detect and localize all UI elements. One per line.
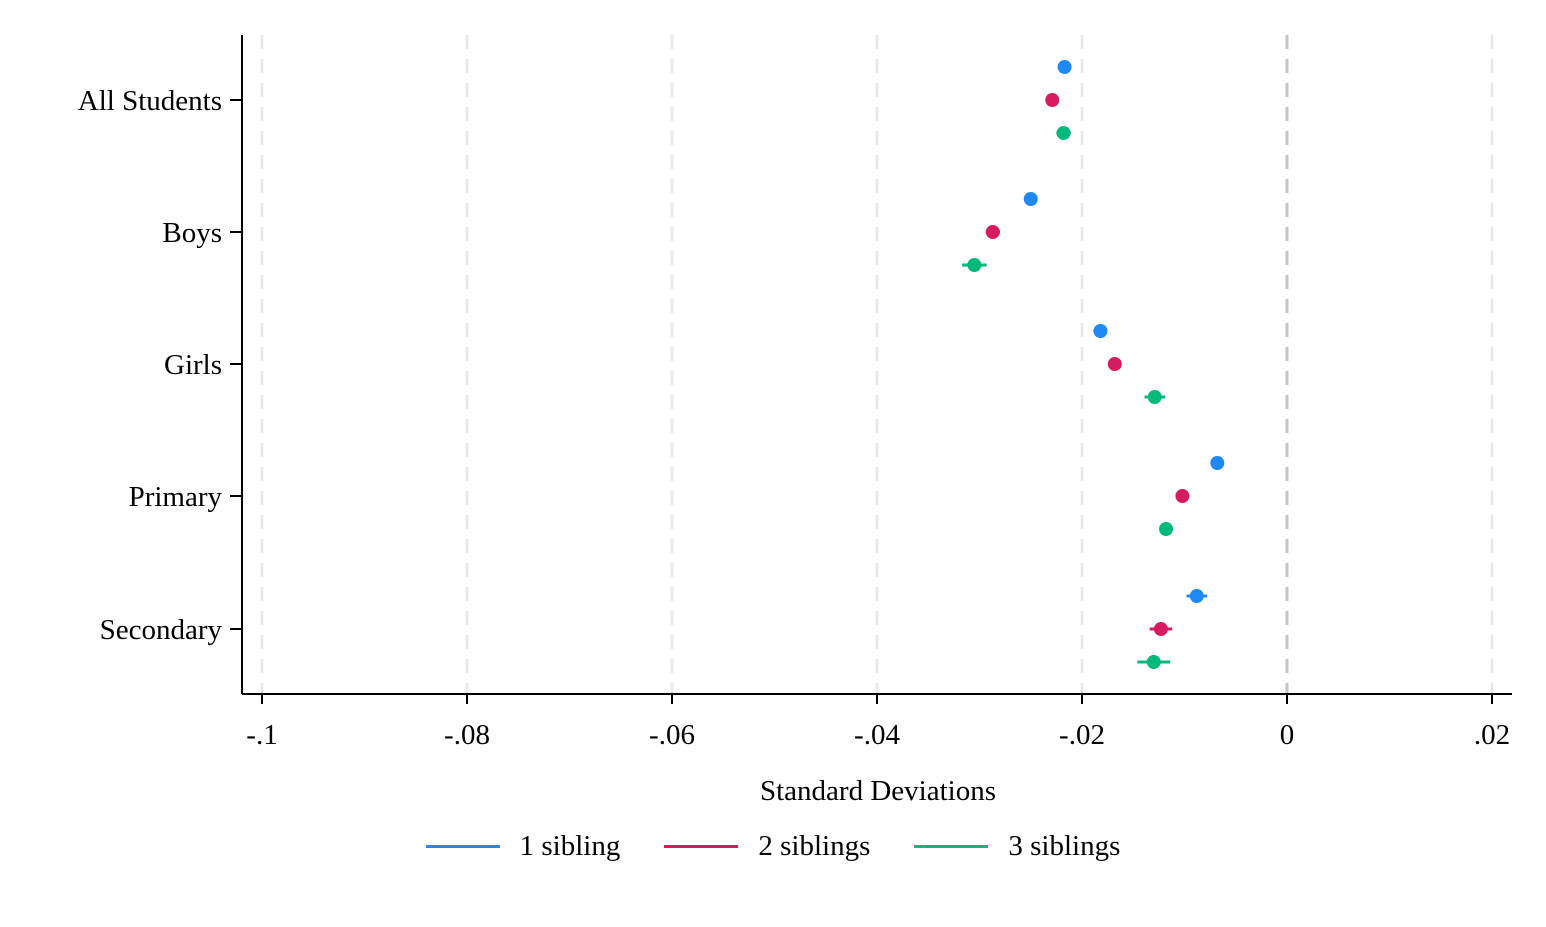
legend-label: 1 sibling: [519, 830, 621, 862]
y-tick-label: Girls: [164, 349, 222, 381]
y-tick-label: All Students: [78, 85, 222, 117]
x-axis-title: Standard Deviations: [760, 775, 996, 807]
data-point: [1146, 655, 1161, 669]
data-point: [1175, 489, 1190, 503]
data-point: [1153, 622, 1168, 636]
legend-item: 2 siblings: [664, 830, 870, 863]
y-tick-label: Primary: [129, 481, 223, 513]
data-point: [967, 258, 982, 272]
x-tick-label: 0: [1280, 719, 1295, 751]
legend-swatch: [914, 845, 989, 848]
x-tick-label: -.04: [854, 719, 900, 751]
data-point: [1189, 589, 1204, 603]
data-point: [1093, 324, 1108, 338]
legend-label: 2 siblings: [758, 830, 871, 862]
gridlines: [260, 35, 1494, 694]
data-point: [1159, 522, 1174, 536]
legend: 1 sibling 2 siblings 3 siblings: [0, 830, 1546, 863]
data-point: [1045, 93, 1060, 107]
x-tick-label: -.06: [649, 719, 695, 751]
legend-item: 1 sibling: [425, 830, 621, 863]
x-tick-label: -.08: [444, 719, 490, 751]
data-point: [985, 225, 1000, 239]
data-marks: [962, 60, 1225, 669]
data-point: [1107, 357, 1122, 371]
x-tick-label: .02: [1474, 719, 1510, 751]
data-point: [1023, 192, 1038, 206]
axes: [230, 35, 1512, 704]
data-point: [1057, 60, 1072, 74]
legend-swatch: [425, 845, 500, 848]
legend-label: 3 siblings: [1008, 830, 1121, 862]
x-tick-label: -.1: [246, 719, 277, 751]
y-tick-label: Boys: [162, 217, 222, 249]
legend-swatch: [664, 845, 739, 848]
x-tick-label: -.02: [1059, 719, 1105, 751]
data-point: [1056, 126, 1071, 140]
y-tick-label: Secondary: [100, 614, 223, 646]
data-point: [1147, 390, 1162, 404]
data-point: [1210, 456, 1225, 470]
axis-labels: -.1 -.08 -.06 -.04 -.02 0 .02 All Students Boys G…: [78, 85, 1510, 807]
legend-item: 3 siblings: [914, 830, 1120, 863]
